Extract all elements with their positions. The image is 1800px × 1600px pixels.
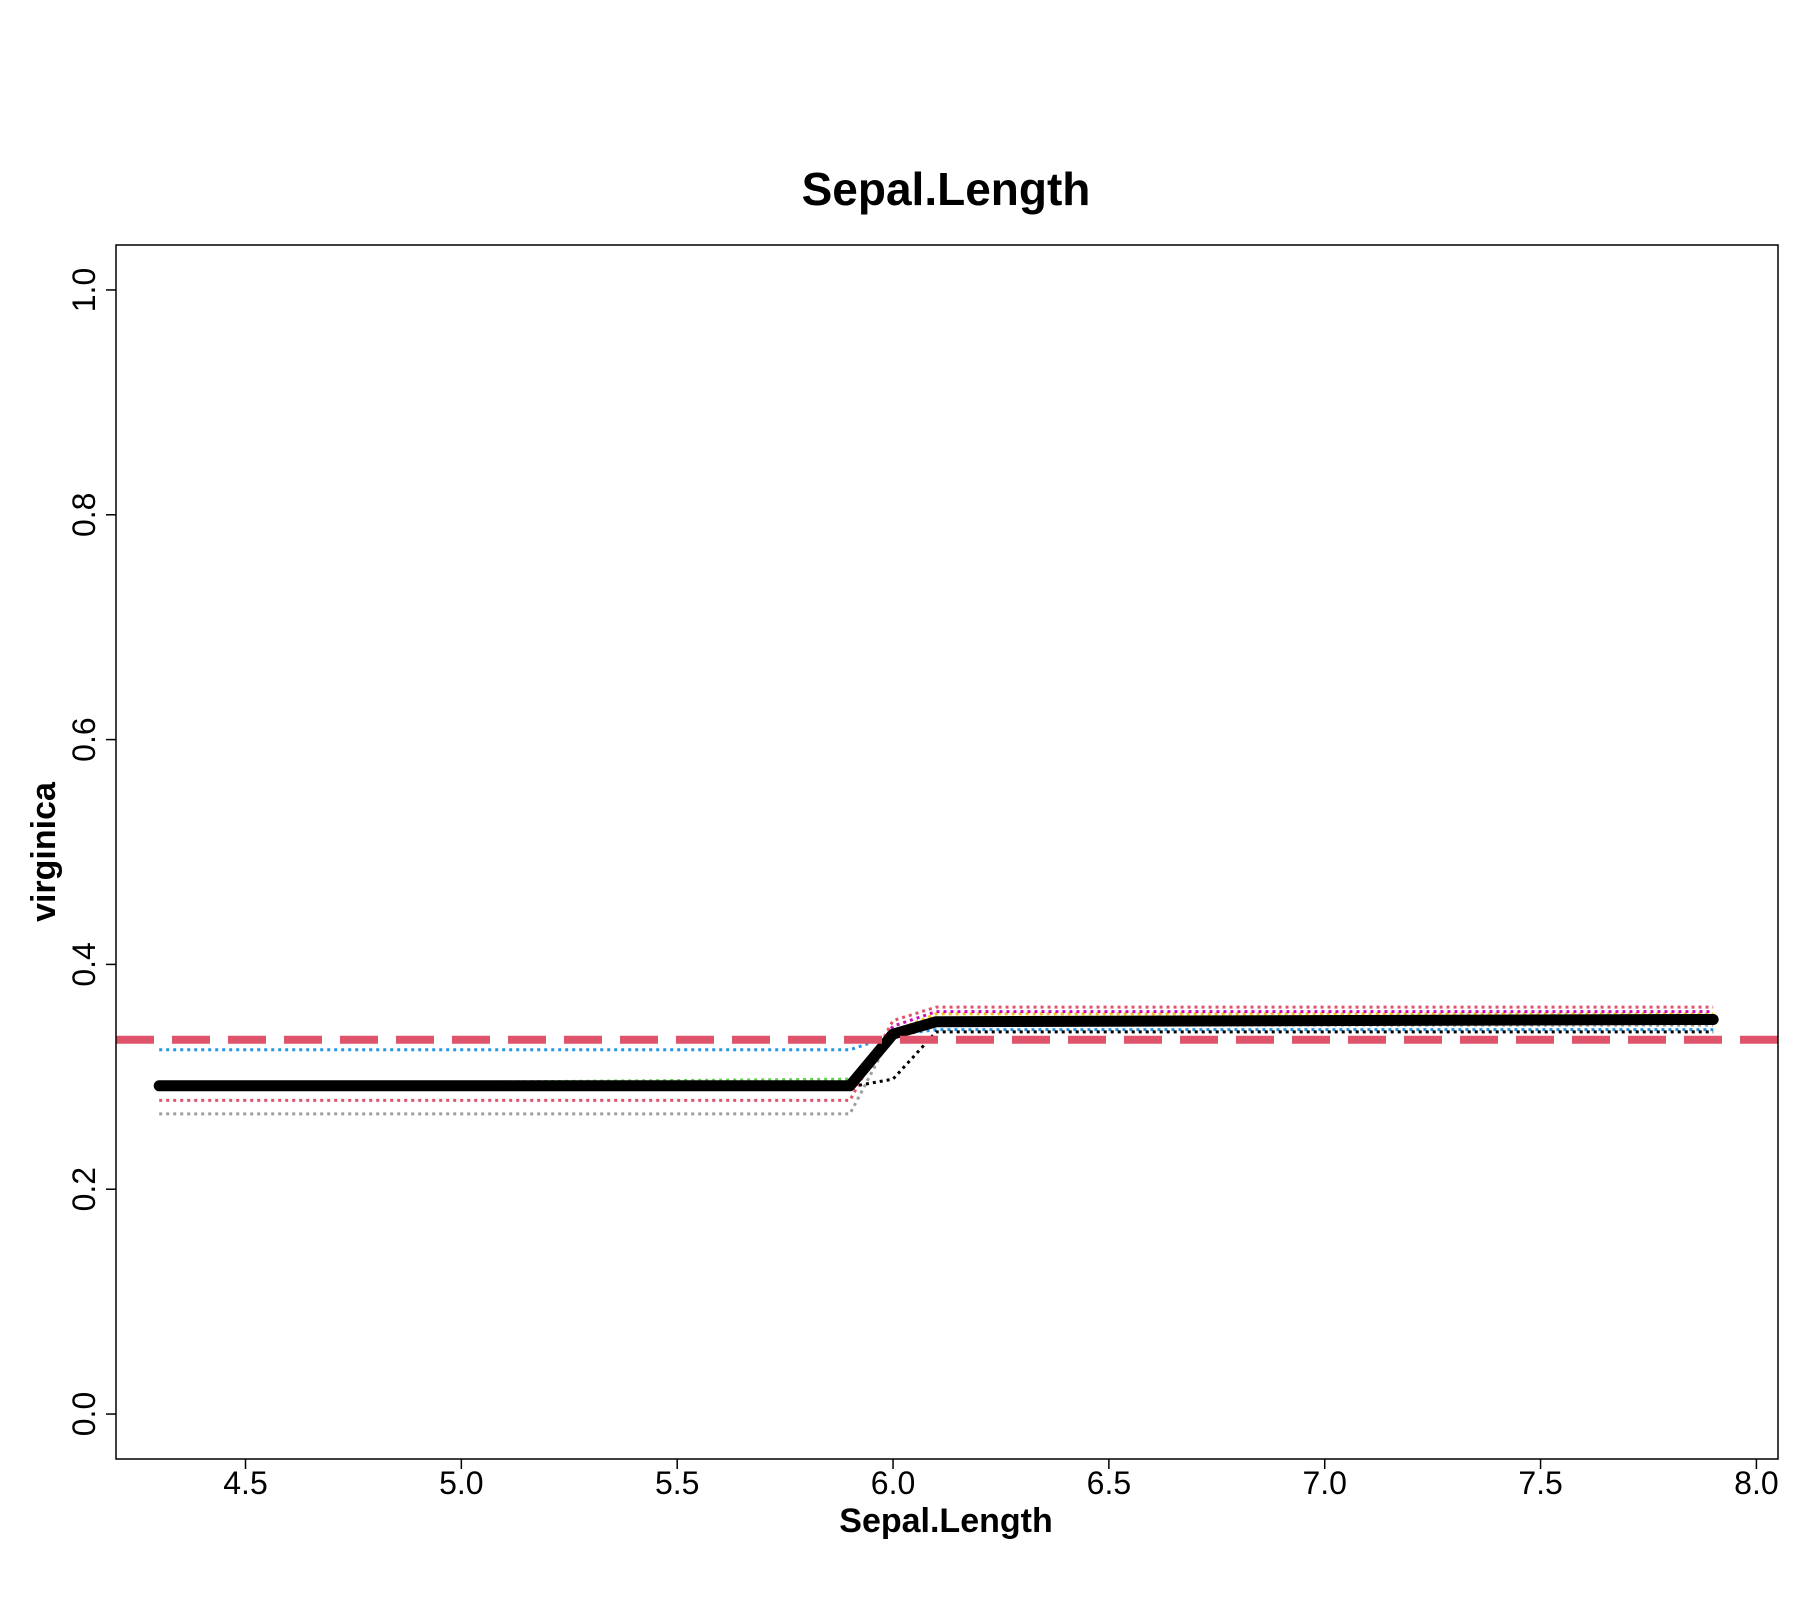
x-tick-label: 5.0 <box>439 1465 483 1501</box>
y-axis-label: virginica <box>25 781 63 922</box>
plot-frame <box>115 244 1779 1460</box>
x-axis: 4.5 5.0 5.5 6.0 6.5 7.0 7.5 8.0 <box>223 1459 1779 1501</box>
y-tick-label: 0.0 <box>66 1392 102 1436</box>
y-tick-label: 0.6 <box>66 717 102 761</box>
mean-curve-layer <box>153 1014 1719 1092</box>
chart-title: Sepal.Length <box>802 163 1091 215</box>
y-tick-label: 0.8 <box>66 493 102 537</box>
y-axis: 0.0 0.2 0.4 0.6 0.8 1.0 <box>66 268 116 1436</box>
y-tick-label: 0.2 <box>66 1167 102 1211</box>
mean-curve-line <box>153 1014 1719 1092</box>
x-tick-label: 7.5 <box>1518 1465 1562 1501</box>
y-tick-label: 1.0 <box>66 268 102 312</box>
x-tick-label: 7.0 <box>1302 1465 1346 1501</box>
x-axis-label: Sepal.Length <box>839 1502 1052 1540</box>
x-tick-label: 6.5 <box>1087 1465 1131 1501</box>
x-tick-label: 6.0 <box>871 1465 915 1501</box>
series-line-2 <box>159 1005 1714 1102</box>
series-line-5 <box>159 1030 1714 1089</box>
x-tick-label: 5.5 <box>655 1465 699 1501</box>
y-tick-label: 0.4 <box>66 942 102 986</box>
series-line-6 <box>159 1012 1714 1088</box>
x-tick-label: 4.5 <box>223 1465 267 1501</box>
x-tick-label: 8.0 <box>1734 1465 1778 1501</box>
